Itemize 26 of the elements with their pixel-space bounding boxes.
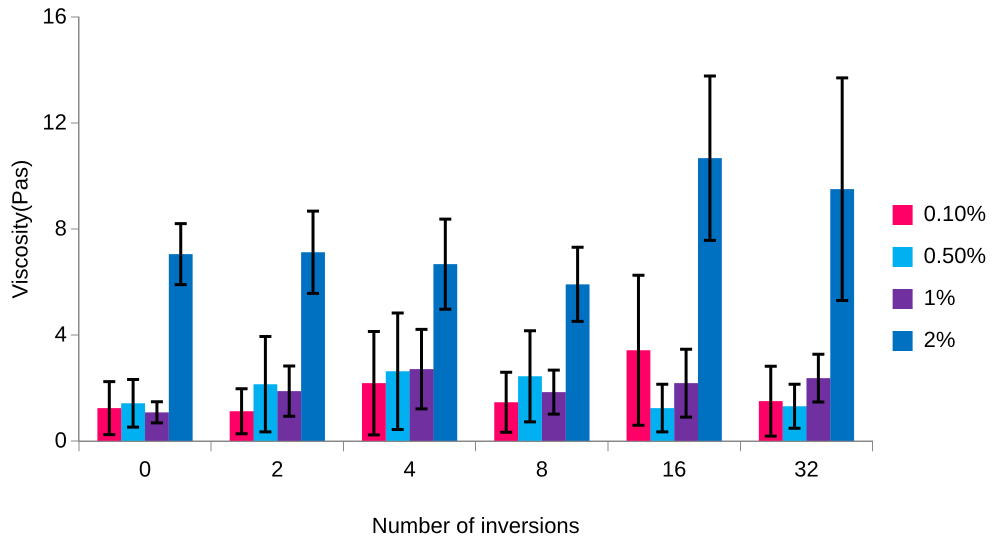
bar: [698, 158, 722, 441]
bar: [433, 264, 458, 441]
x-tick-label: 8: [536, 456, 548, 482]
x-tick-label: 16: [662, 456, 686, 482]
bar: [145, 412, 169, 441]
legend-label: 0.10%: [924, 201, 986, 226]
x-tick-label: 0: [138, 456, 152, 482]
x-tick-label: 32: [794, 456, 819, 482]
legend-label: 1%: [924, 285, 956, 310]
bar: [542, 392, 566, 441]
bar: [168, 254, 193, 441]
bar: [830, 189, 854, 441]
legend-label: 2%: [924, 327, 956, 352]
y-tick-label: 16: [42, 3, 67, 28]
y-tick-label: 8: [54, 215, 67, 240]
bar: [806, 378, 830, 441]
x-tick-label: 2: [271, 456, 284, 482]
y-tick-label: 0: [54, 427, 67, 452]
y-tick-label: 4: [54, 321, 67, 346]
y-tick-label: 12: [42, 109, 67, 134]
bar: [566, 284, 590, 441]
y-axis-title: Viscosity(Pas): [7, 160, 32, 299]
legend-label: 0.50%: [924, 243, 986, 268]
bar: [301, 252, 325, 441]
x-tick-label: 4: [403, 456, 416, 482]
x-axis-title: Number of inversions: [372, 512, 580, 538]
